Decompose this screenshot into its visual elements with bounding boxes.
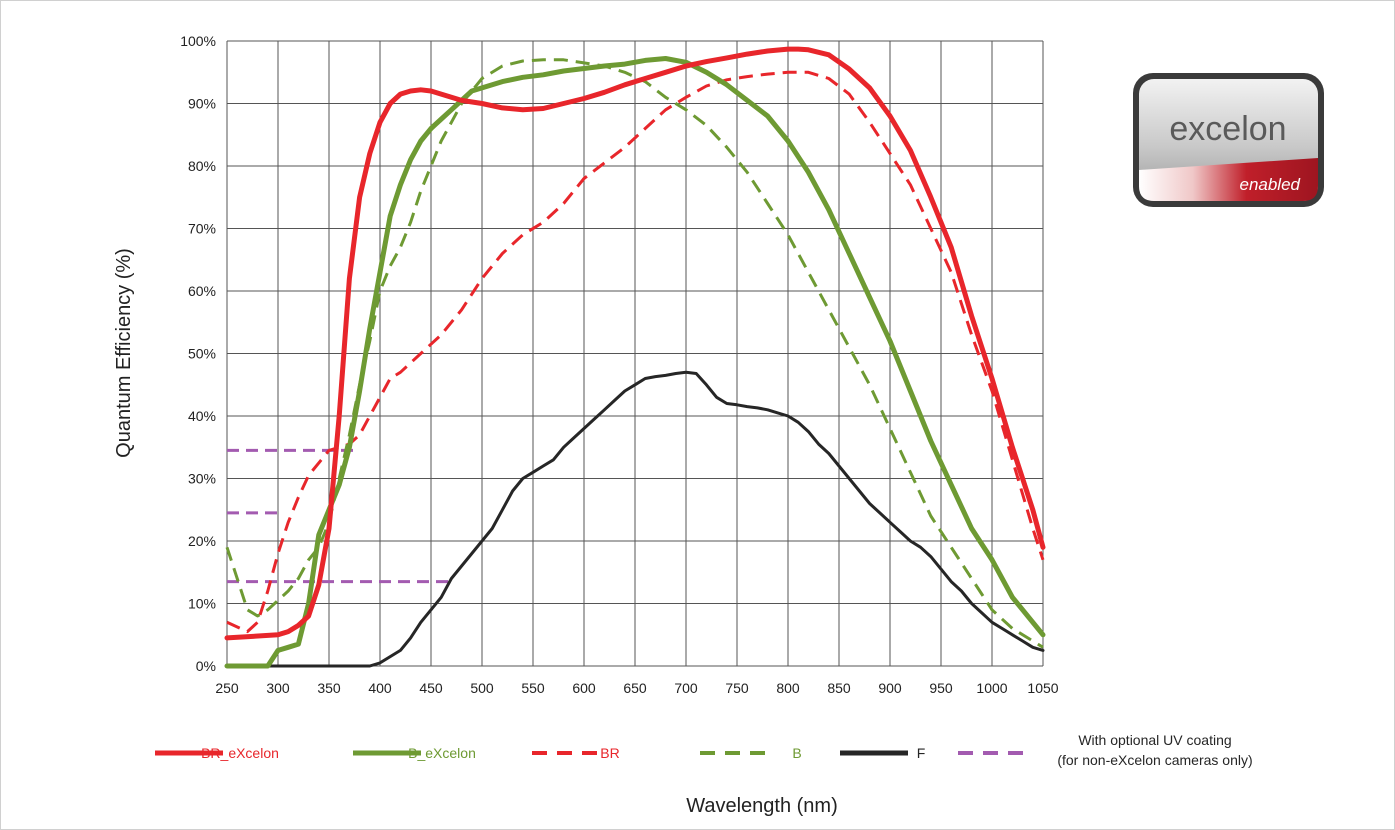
y-tick-label: 90% (188, 96, 216, 112)
y-tick-label: 0% (196, 658, 216, 674)
x-tick-label: 250 (215, 680, 239, 696)
y-tick-label: 40% (188, 408, 216, 424)
series-line-b-excelon (224, 56, 1046, 669)
legend-label: B_eXcelon (408, 745, 476, 761)
y-tick-label: 50% (188, 346, 216, 362)
y-tick-label: 100% (180, 33, 216, 49)
x-tick-label: 1000 (976, 680, 1007, 696)
x-tick-label: 750 (725, 680, 749, 696)
x-tick-label: 900 (878, 680, 902, 696)
legend-label-sub: (for non-eXcelon cameras only) (1057, 752, 1252, 768)
x-tick-label: 650 (623, 680, 647, 696)
legend-label: B (792, 745, 801, 761)
y-tick-label: 80% (188, 158, 216, 174)
uv-coating-lines (227, 448, 452, 584)
x-tick-label: 1050 (1027, 680, 1058, 696)
axis-ticks: 250 300 350 400 450 500 550 600 650 700 750 800 850 9… (180, 33, 1059, 696)
x-tick-label: 350 (317, 680, 341, 696)
legend-label: With optional UV coating (1078, 732, 1231, 748)
x-tick-label: 550 (521, 680, 545, 696)
x-tick-label: 950 (929, 680, 953, 696)
legend-label: BR (600, 745, 619, 761)
enabled-caption: enabled (1239, 175, 1300, 194)
y-tick-label: 10% (188, 596, 216, 612)
x-tick-label: 800 (776, 680, 800, 696)
x-tick-label: 850 (827, 680, 851, 696)
series-line-b (225, 58, 1044, 649)
legend-label: F (917, 745, 926, 761)
chart-grid (226, 40, 1044, 667)
x-tick-label: 500 (470, 680, 494, 696)
y-tick-label: 30% (188, 471, 216, 487)
series-line-br-excelon (224, 46, 1046, 641)
legend: BR_eXcelon B_eXcelon BR B F With optional UV … (155, 732, 1253, 768)
legend-label: BR_eXcelon (201, 745, 279, 761)
x-tick-label: 450 (419, 680, 443, 696)
y-tick-label: 70% (188, 221, 216, 237)
x-tick-label: 400 (368, 680, 392, 696)
x-axis-title: Wavelength (nm) (686, 795, 838, 817)
series-line-br (226, 70, 1045, 634)
chart-series (224, 46, 1046, 669)
excelon-logo-text: excelon (1169, 110, 1286, 148)
x-tick-label: 600 (572, 680, 596, 696)
y-tick-label: 60% (188, 283, 216, 299)
x-tick-label: 300 (266, 680, 290, 696)
y-axis-title: Quantum Efficiency (%) (113, 248, 135, 458)
x-tick-label: 700 (674, 680, 698, 696)
excelon-badge: excelon enabled (1133, 73, 1324, 207)
series-line-f (225, 370, 1045, 668)
y-tick-label: 20% (188, 533, 216, 549)
